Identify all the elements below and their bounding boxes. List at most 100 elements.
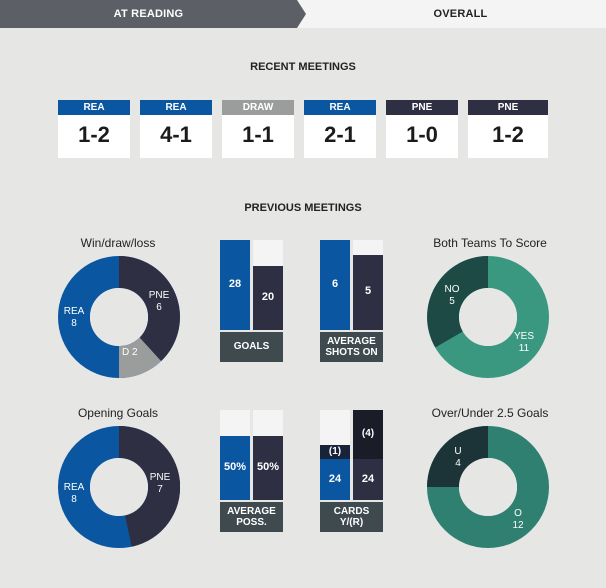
goals-rea-bar: 28 [220, 240, 250, 330]
cards-rea-yellow-value: 24 [328, 473, 342, 485]
shots-pne-empty [353, 240, 383, 255]
ou-donut-hole [459, 458, 517, 516]
recent-match-card[interactable]: PNE 1-2 [468, 100, 548, 158]
tab-at-reading-shape [0, 0, 306, 28]
opening-rea-value: 8 [71, 494, 77, 505]
goals-pne-empty [253, 240, 283, 266]
btts-donut-hole [459, 288, 517, 346]
btts-no-value: 5 [449, 296, 455, 307]
ou-title: Over/Under 2.5 Goals [431, 406, 549, 420]
wdl-rea-label: REA 8 [62, 306, 86, 330]
cards-label: CARDS Y/(R) [320, 502, 383, 528]
btts-donut [427, 256, 549, 378]
btts-no-label: NO 5 [440, 284, 464, 308]
recent-match-card[interactable]: DRAW 1-1 [222, 100, 294, 158]
recent-match-team: DRAW [222, 100, 294, 115]
recent-match-card[interactable]: REA 1-2 [58, 100, 130, 158]
cards-label-line2: Y/(R) [339, 517, 364, 528]
goals-label-box: GOALS [220, 332, 283, 362]
btts-yes-value: 11 [518, 343, 530, 354]
poss-label-line2: POSS. [236, 517, 267, 528]
recent-match-team: REA [58, 100, 130, 115]
shots-label-line2: SHOTS ON [325, 347, 378, 358]
recent-match-team: PNE [386, 100, 458, 115]
recent-match-score: 1-2 [78, 122, 110, 147]
ou-over-name: O [514, 508, 522, 519]
poss-pne-empty [253, 410, 283, 436]
ou-over-label: O 12 [506, 508, 530, 532]
btts-yes-name: YES [513, 331, 534, 342]
cards-rea-red-value: (1) [328, 446, 342, 457]
opening-pne-value: 7 [157, 484, 163, 495]
opening-donut-hole [90, 458, 148, 516]
cards-pne-red-bar: (4) [353, 410, 383, 459]
wdl-draw-label: D 2 [122, 347, 138, 358]
recent-match-score: 1-1 [242, 122, 274, 147]
tab-overall[interactable]: OVERALL [295, 0, 606, 28]
btts-yes-label: YES 11 [510, 331, 538, 355]
cards-rea-yellow-bar: 24 [320, 459, 350, 500]
tab-overall-label: OVERALL [433, 8, 488, 20]
cards-pne-yellow-value: 24 [361, 473, 375, 485]
ou-under-label: U 4 [448, 446, 468, 470]
recent-match-card[interactable]: PNE 1-0 [386, 100, 458, 158]
recent-match-team: PNE [468, 100, 548, 115]
wdl-donut-pne [119, 256, 180, 362]
shots-label-line1: AVERAGE [327, 336, 376, 347]
cards-rea-empty [320, 410, 350, 445]
btts-donut-no [427, 256, 488, 348]
cards-rea-red-bar: (1) [320, 445, 350, 459]
poss-rea-bar: 50% [220, 436, 250, 500]
poss-label-box: AVERAGE POSS. [220, 502, 283, 532]
wdl-donut-draw [119, 337, 162, 378]
goals-label: GOALS [233, 341, 270, 352]
opening-pne-label: PNE 7 [146, 472, 174, 496]
recent-match-score: 2-1 [324, 122, 356, 147]
shots-chart: 6 5 AVERAGE SHOTS ON [320, 240, 383, 362]
goals-chart: 28 20 GOALS [220, 240, 283, 362]
ou-donut [427, 426, 549, 548]
opening-donut-pne [119, 426, 180, 547]
opening-rea-label: REA 8 [62, 482, 86, 506]
wdl-pne-value: 6 [156, 302, 162, 313]
poss-pne-value: 50% [256, 461, 280, 473]
tab-at-reading[interactable]: AT READING [113, 8, 184, 20]
opening-rea-name: REA [63, 482, 85, 493]
shots-pne-bar: 5 [353, 255, 383, 330]
recent-match-team: REA [304, 100, 376, 115]
cards-chart: (1) 24 (4) 24 CARDS Y/(R) [320, 410, 383, 532]
wdl-title: Win/draw/loss [80, 236, 156, 250]
wdl-pne-name: PNE [148, 290, 170, 301]
previous-meetings-title: PREVIOUS MEETINGS [244, 202, 362, 214]
recent-match-score: 4-1 [160, 122, 192, 147]
btts-title: Both Teams To Score [433, 236, 547, 250]
goals-rea-value: 28 [228, 278, 242, 290]
wdl-pne-label: PNE 6 [145, 290, 173, 314]
tab-bar: OVERALL AT READING [0, 0, 606, 28]
opening-title: Opening Goals [77, 406, 159, 420]
shots-label: AVERAGE SHOTS ON [320, 332, 383, 358]
cards-pne-red-value: (4) [361, 428, 375, 439]
goals-pne-value: 20 [261, 291, 275, 303]
recent-meetings-title: RECENT MEETINGS [250, 61, 356, 73]
recent-match-card[interactable]: REA 2-1 [304, 100, 376, 158]
poss-pne-bar: 50% [253, 436, 283, 500]
poss-label: AVERAGE POSS. [220, 502, 283, 528]
shots-label-box: AVERAGE SHOTS ON [320, 332, 383, 362]
recent-match-score: 1-0 [406, 122, 438, 147]
ou-over-value: 12 [512, 520, 524, 531]
btts-no-name: NO [444, 284, 460, 295]
ou-under-value: 4 [455, 458, 461, 469]
goals-pne-bar: 20 [253, 266, 283, 330]
poss-chart: 50% 50% AVERAGE POSS. [220, 410, 283, 532]
recent-match-team: REA [140, 100, 212, 115]
poss-label-line1: AVERAGE [227, 506, 276, 517]
opening-pne-name: PNE [149, 472, 171, 483]
recent-match-card[interactable]: REA 4-1 [140, 100, 212, 158]
recent-meetings-row: REA 1-2 REA 4-1 DRAW 1-1 REA 2-1 PNE 1-0… [58, 100, 548, 158]
ou-under-name: U [454, 446, 462, 457]
wdl-donut-hole [90, 288, 148, 346]
wdl-rea-name: REA [63, 306, 85, 317]
shots-rea-bar: 6 [320, 240, 350, 330]
recent-match-score: 1-2 [492, 122, 524, 147]
